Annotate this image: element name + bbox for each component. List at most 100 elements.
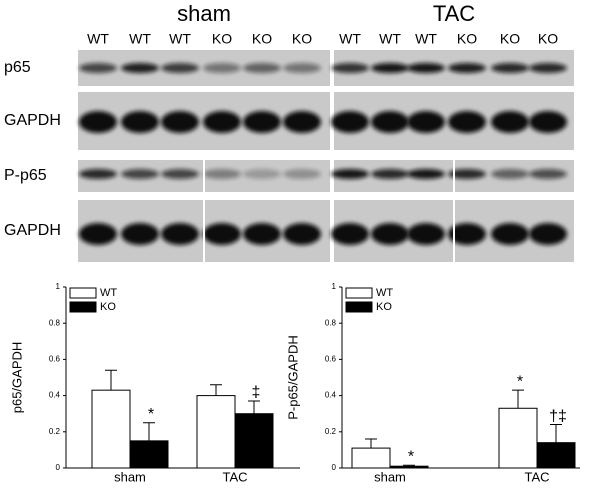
- blot-band: [243, 169, 281, 179]
- lane-label: WT: [87, 31, 109, 47]
- y-axis-label: P-p65/GAPDH: [285, 335, 300, 420]
- blot-band: [161, 223, 199, 245]
- blot-band: [283, 169, 321, 179]
- blot-band: [448, 111, 486, 133]
- blot-band: [448, 223, 486, 245]
- bar: [351, 447, 391, 469]
- y-tick-label: 0.4: [325, 391, 337, 400]
- error-bar: [512, 389, 524, 409]
- lane-label: KO: [292, 31, 312, 47]
- blot-band: [448, 63, 486, 73]
- blot-band: [491, 223, 529, 245]
- blot-band: [203, 223, 241, 245]
- blot-band: [79, 63, 117, 73]
- lane-label: KO: [457, 31, 477, 47]
- y-tick-label: 0.6: [325, 355, 337, 364]
- bar: [234, 413, 274, 469]
- blot-band: [121, 63, 159, 73]
- blot-band: [243, 111, 281, 133]
- blot-band: [529, 169, 567, 179]
- legend-swatch: [69, 301, 97, 313]
- blot-band: [121, 111, 159, 133]
- legend-label: KO: [100, 301, 116, 313]
- blot-band: [491, 63, 529, 73]
- legend-swatch: [69, 287, 97, 299]
- error-bar: [248, 400, 260, 414]
- lane-label: WT: [169, 31, 191, 47]
- bar: [536, 442, 576, 469]
- blot-group-title: sham: [177, 1, 231, 26]
- blot-row-label: GAPDH: [4, 112, 61, 129]
- y-tick-label: 0.2: [49, 427, 61, 436]
- blot-band: [121, 223, 159, 245]
- bar: [91, 389, 131, 469]
- y-tick-label: 0.6: [49, 355, 61, 364]
- blot-band: [283, 63, 321, 73]
- blot-band: [529, 111, 567, 133]
- lane-label: KO: [500, 31, 520, 47]
- legend-swatch: [345, 301, 373, 313]
- lane-label: KO: [538, 31, 558, 47]
- blot-band: [283, 223, 321, 245]
- blot-row-label: P-p65: [4, 167, 47, 184]
- error-bar: [365, 438, 377, 449]
- y-tick-label: 0: [56, 463, 61, 472]
- blot-band: [371, 63, 409, 73]
- legend-label: WT: [376, 287, 393, 299]
- blot-band: [407, 63, 445, 73]
- blot-band: [243, 223, 281, 245]
- blot-band: [371, 169, 409, 179]
- error-bar: [143, 422, 155, 441]
- blot-band: [529, 63, 567, 73]
- bar: [129, 440, 169, 469]
- legend-swatch: [345, 287, 373, 299]
- blot-band: [161, 63, 199, 73]
- legend-label: WT: [100, 287, 117, 299]
- y-tick-label: 1: [56, 282, 61, 291]
- significance-mark: ‡: [252, 384, 261, 401]
- y-axis-label: p65/GAPDH: [9, 342, 24, 414]
- lane-label: WT: [129, 31, 151, 47]
- blot-band: [331, 169, 369, 179]
- blot-band: [203, 169, 241, 179]
- lane-label: KO: [252, 31, 272, 47]
- bar: [498, 407, 538, 469]
- blot-band: [448, 169, 486, 179]
- blot-band: [331, 63, 369, 73]
- blot-band: [529, 223, 567, 245]
- lane-label: WT: [415, 31, 437, 47]
- significance-mark: †‡: [549, 408, 567, 425]
- blot-band: [121, 169, 159, 179]
- blot-band: [161, 111, 199, 133]
- blot-row-label: GAPDH: [4, 222, 61, 239]
- error-bar: [403, 464, 415, 467]
- significance-mark: *: [408, 449, 414, 466]
- blot-band: [407, 169, 445, 179]
- significance-mark: *: [148, 406, 154, 423]
- blot-band: [79, 223, 117, 245]
- x-tick-label: sham: [374, 469, 406, 484]
- blot-band: [371, 223, 409, 245]
- blot-band: [161, 169, 199, 179]
- x-tick-label: TAC: [524, 469, 549, 484]
- blot-band: [491, 111, 529, 133]
- y-tick-label: 0.8: [49, 318, 61, 327]
- bar: [389, 465, 429, 469]
- y-tick-label: 1: [332, 282, 337, 291]
- blot-band: [491, 169, 529, 179]
- blot-band: [371, 111, 409, 133]
- bar: [196, 395, 236, 469]
- x-tick-label: TAC: [222, 469, 247, 484]
- significance-mark: *: [517, 373, 523, 390]
- blot-band: [331, 111, 369, 133]
- blot-band: [243, 63, 281, 73]
- lane-label: KO: [212, 31, 232, 47]
- error-bar: [105, 369, 117, 391]
- y-tick-label: 0.2: [325, 427, 337, 436]
- blot-band: [331, 223, 369, 245]
- y-tick-label: 0: [332, 463, 337, 472]
- blot-band: [203, 63, 241, 73]
- error-bar: [550, 424, 562, 443]
- blot-group-title: TAC: [433, 1, 475, 26]
